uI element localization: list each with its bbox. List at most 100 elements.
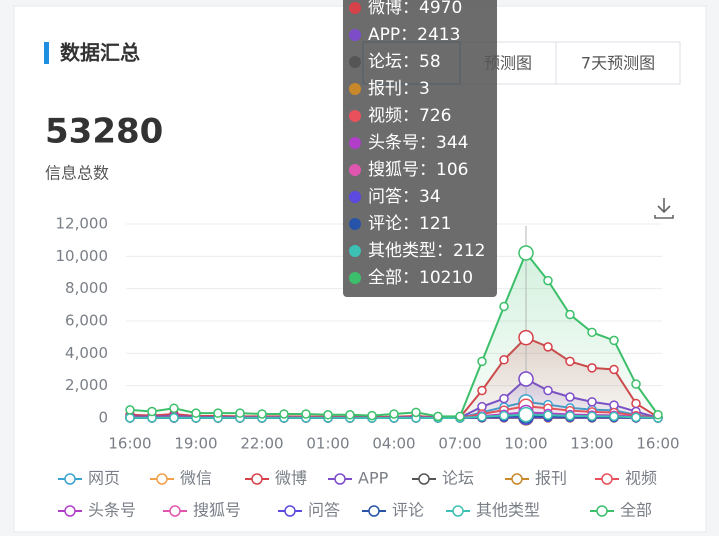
legend-swatch-dot xyxy=(64,505,76,517)
point xyxy=(169,413,179,423)
point xyxy=(257,409,267,419)
point xyxy=(587,411,597,421)
tooltip: 微博：4970 APP：2413 论坛：58 报刊：3 视频：726 头条号：344 搜狐号… xyxy=(343,0,497,297)
point xyxy=(609,411,619,422)
tooltip-item: APP：2413 xyxy=(368,25,460,45)
legend-swatch-dot xyxy=(452,505,464,517)
point xyxy=(587,397,597,407)
x-tick-label: 22:00 xyxy=(240,435,283,453)
point xyxy=(543,385,553,396)
point xyxy=(587,363,597,373)
point xyxy=(543,342,553,352)
x-tick-label: 16:00 xyxy=(108,435,151,453)
legend-label: APP xyxy=(358,469,389,488)
tooltip-dot xyxy=(349,83,361,95)
point xyxy=(169,403,179,414)
legend-swatch-dot xyxy=(601,473,613,485)
legend-swatch-dot xyxy=(511,473,523,485)
y-tick-label: 8,000 xyxy=(65,279,108,297)
legend-swatch-dot xyxy=(418,473,430,485)
tooltip-item: 报刊：3 xyxy=(368,79,430,99)
legend-label: 微信 xyxy=(180,469,212,488)
point xyxy=(235,408,245,418)
point xyxy=(518,245,534,261)
legend-label: 网页 xyxy=(88,469,120,488)
tooltip-item: 头条号：344 xyxy=(368,133,468,153)
point xyxy=(433,411,443,422)
title-bar xyxy=(44,42,49,64)
tooltip-dot xyxy=(349,245,361,257)
x-tick-label: 01:00 xyxy=(306,435,349,453)
total-label: 信息总数 xyxy=(45,164,109,183)
point xyxy=(499,355,509,365)
point xyxy=(631,398,641,409)
points xyxy=(125,245,663,426)
legend-swatch-dot xyxy=(368,505,380,517)
point xyxy=(191,408,201,418)
x-tick-label: 10:00 xyxy=(504,435,547,453)
legend-swatch-dot xyxy=(596,505,608,517)
legend-label: 问答 xyxy=(308,501,340,520)
tooltip-box xyxy=(343,0,497,297)
legend-label: 头条号 xyxy=(88,501,136,520)
point xyxy=(125,405,135,415)
point xyxy=(477,385,487,396)
point xyxy=(477,356,487,367)
card-title: 数据汇总 xyxy=(60,41,140,65)
point xyxy=(499,301,509,312)
legend-label: 其他类型 xyxy=(476,501,540,520)
legend-swatch-dot xyxy=(156,473,168,485)
download-icon[interactable] xyxy=(654,198,674,219)
tooltip-dot xyxy=(349,272,361,284)
y-tick-label: 4,000 xyxy=(65,344,108,362)
legend-label: 微博 xyxy=(275,469,307,488)
point xyxy=(213,408,223,418)
point xyxy=(301,409,311,419)
tooltip-dot xyxy=(349,29,361,41)
y-tick-label: 12,000 xyxy=(56,215,109,233)
tooltip-item: 其他类型：212 xyxy=(368,241,485,261)
legend-swatch-dot xyxy=(64,473,76,485)
point xyxy=(279,409,289,419)
point xyxy=(125,413,135,423)
legend-label: 论坛 xyxy=(442,469,474,488)
point xyxy=(499,393,509,404)
total-value: 53280 xyxy=(45,112,163,152)
tooltip-item: 问答：34 xyxy=(368,187,441,207)
point xyxy=(389,409,399,419)
tooltip-dot xyxy=(349,56,361,68)
legend-swatch-dot xyxy=(251,473,263,485)
point xyxy=(543,410,553,420)
point xyxy=(631,379,641,389)
x-tick-label: 04:00 xyxy=(372,435,415,453)
tooltip-item: 评论：121 xyxy=(368,214,451,234)
point xyxy=(653,410,663,420)
point xyxy=(565,392,575,402)
tooltip-dot xyxy=(349,164,361,176)
legend-label: 搜狐号 xyxy=(193,501,241,520)
y-tick-label: 2,000 xyxy=(65,376,108,394)
legend-swatch-dot xyxy=(334,473,346,485)
legend-label: 评论 xyxy=(392,501,424,520)
point xyxy=(565,356,575,367)
tooltip-dot xyxy=(349,218,361,230)
tooltip-dot xyxy=(349,110,361,122)
point xyxy=(609,364,619,375)
point xyxy=(543,275,553,286)
tab[interactable]: 7天预测图 xyxy=(581,54,655,73)
point xyxy=(477,412,487,422)
tooltip-item: 视频：726 xyxy=(368,106,451,126)
point xyxy=(518,406,534,423)
tooltip-item: 论坛：58 xyxy=(368,52,441,72)
point xyxy=(565,411,575,421)
point xyxy=(565,309,575,320)
point xyxy=(609,335,619,346)
tooltip-item: 搜狐号：106 xyxy=(368,160,468,180)
point xyxy=(587,327,597,338)
point xyxy=(518,329,534,346)
point xyxy=(455,411,465,422)
point xyxy=(323,410,333,420)
